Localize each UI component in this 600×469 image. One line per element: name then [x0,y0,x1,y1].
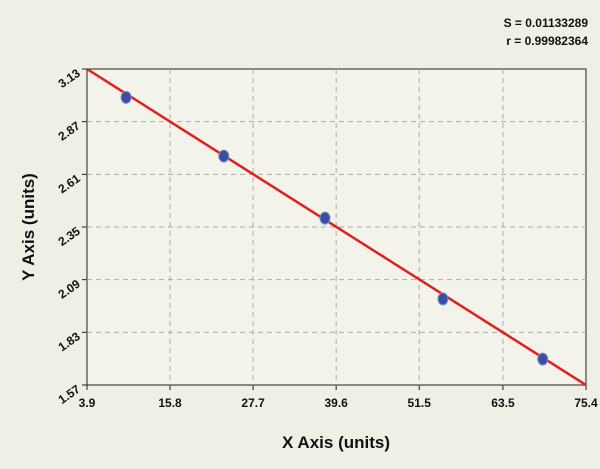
point [120,90,132,104]
x-tick-label: 63.5 [491,396,515,410]
x-tick-label: 3.9 [79,396,96,410]
x-tick-label: 39.6 [324,396,348,410]
point [537,352,549,366]
point [218,149,230,163]
x-tick-label: 15.8 [158,396,182,410]
point [437,292,449,306]
x-axis-title: X Axis (units) [282,433,390,452]
x-tick-label: 75.4 [574,396,598,410]
y-axis-title: Y Axis (units) [19,173,38,281]
fit-line [86,67,587,387]
x-tick-label: 27.7 [241,396,265,410]
annotation: r = 0.99982364 [506,34,588,48]
annotation: S = 0.01133289 [504,16,589,30]
point [319,211,331,225]
x-tick-label: 51.5 [408,396,432,410]
